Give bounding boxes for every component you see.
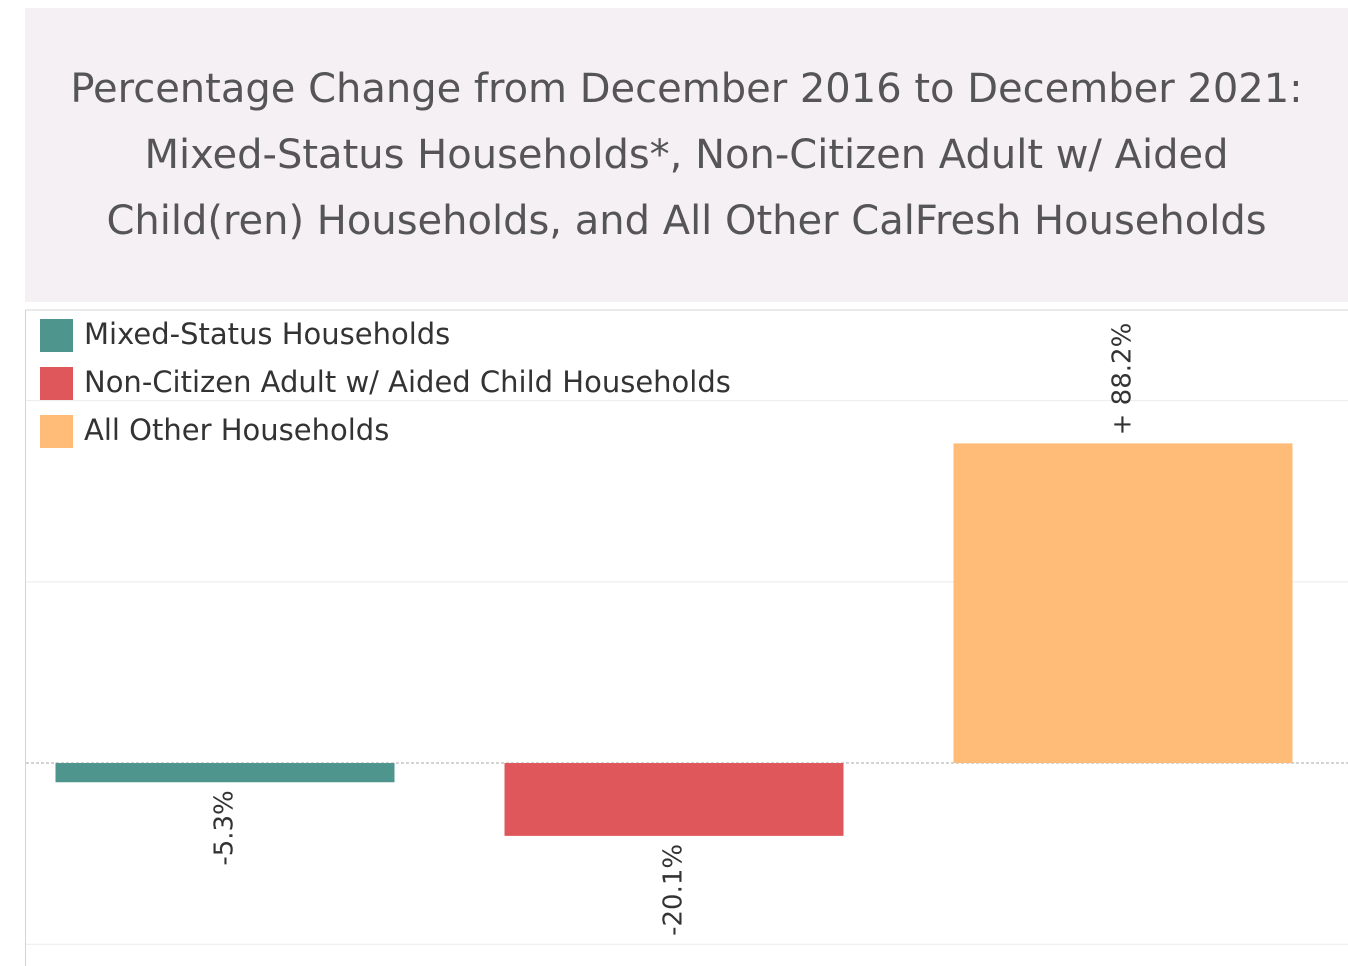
- legend-label: Non-Citizen Adult w/ Aided Child Househo…: [84, 365, 731, 399]
- legend-swatch: [40, 415, 73, 448]
- legend-swatch: [40, 319, 73, 352]
- value-label: -20.1%: [659, 844, 689, 936]
- legend-swatch: [40, 367, 73, 400]
- bar: [55, 763, 395, 783]
- value-label: -5.3%: [210, 790, 240, 865]
- bar: [953, 443, 1293, 764]
- value-label: + 88.2%: [1108, 323, 1138, 436]
- title-box: Percentage Change from December 2016 to …: [25, 8, 1348, 302]
- chart-title: Percentage Change from December 2016 to …: [70, 66, 1303, 244]
- bar: [504, 763, 844, 836]
- legend-label: Mixed-Status Households: [84, 317, 450, 351]
- legend-label: All Other Households: [84, 413, 389, 447]
